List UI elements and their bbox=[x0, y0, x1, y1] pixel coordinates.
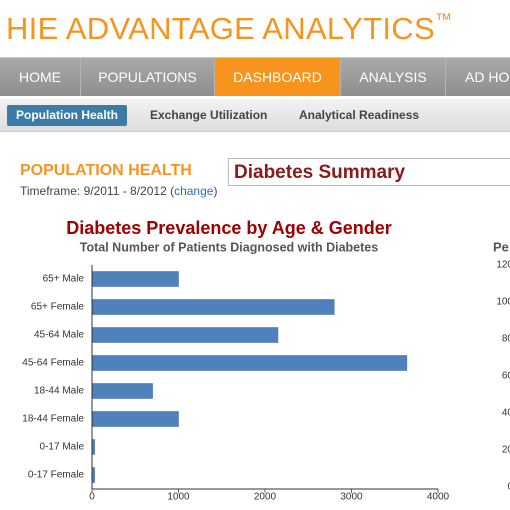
chart-title: Pe bbox=[493, 239, 509, 254]
sub-tab[interactable]: Analytical Readiness bbox=[299, 108, 420, 122]
chart-title: Diabetes Prevalence by Age & Gender bbox=[66, 218, 391, 238]
nav-item[interactable]: HOME bbox=[0, 58, 81, 96]
y-tick-label: 0-17 Female bbox=[28, 470, 85, 481]
chart-subtitle: Total Number of Patients Diagnosed with … bbox=[80, 240, 378, 254]
timeframe-text: Timeframe: 9/2011 - 8/2012 ( bbox=[20, 184, 175, 198]
section-title: POPULATION HEALTH bbox=[20, 162, 192, 179]
x-tick-label: 2000 bbox=[254, 492, 277, 503]
sub-nav: Population Health Exchange Utilization A… bbox=[0, 99, 510, 132]
sub-tab[interactable]: Population Health bbox=[7, 105, 127, 126]
nav-item[interactable]: POPULATIONS bbox=[81, 58, 215, 96]
nav-item[interactable]: DASHBOARD bbox=[215, 58, 341, 96]
nav-item[interactable]: AD HOC bbox=[465, 69, 510, 85]
bar bbox=[91, 327, 279, 343]
title-text: HIE ADVANTAGE ANALYTICS bbox=[6, 11, 435, 46]
trademark: ™ bbox=[434, 10, 453, 29]
change-link[interactable]: change bbox=[174, 184, 214, 198]
x-tick-label: 0 bbox=[89, 492, 95, 503]
bar bbox=[91, 355, 408, 371]
y-tick-label: 120 bbox=[496, 260, 510, 271]
y-tick-label: 45-64 Female bbox=[22, 358, 84, 369]
y-tick-label: 45-64 Male bbox=[34, 330, 84, 341]
y-tick-label: 0-17 Male bbox=[40, 442, 85, 453]
timeframe-text: ) bbox=[213, 184, 218, 198]
nav-item[interactable]: ANALYSIS bbox=[341, 58, 446, 96]
timeframe: Timeframe: 9/2011 - 8/2012 (change) bbox=[20, 184, 217, 198]
x-tick-label: 4000 bbox=[427, 492, 450, 503]
y-tick-label: 20 bbox=[502, 445, 510, 456]
y-tick-label: 40 bbox=[502, 408, 510, 419]
y-tick-label: 0 bbox=[507, 482, 510, 493]
y-tick-label: 60 bbox=[502, 371, 510, 382]
bar bbox=[91, 299, 335, 315]
sub-tab[interactable]: Exchange Utilization bbox=[150, 108, 268, 122]
y-tick-label: 65+ Female bbox=[31, 302, 85, 313]
nav-bar: HOME POPULATIONS DASHBOARD ANALYSIS AD H… bbox=[0, 57, 510, 96]
y-tick-label: 18-44 Female bbox=[22, 414, 84, 425]
y-tick-label: 65+ Male bbox=[43, 274, 85, 285]
y-tick-label: 80 bbox=[502, 334, 510, 345]
bar bbox=[91, 271, 179, 287]
summary-selector[interactable]: Diabetes Summary bbox=[228, 158, 510, 186]
bar bbox=[91, 411, 179, 427]
y-tick-label: 18-44 Male bbox=[34, 386, 84, 397]
x-tick-label: 1000 bbox=[167, 492, 190, 503]
app-title: HIE ADVANTAGE ANALYTICS™ bbox=[6, 10, 452, 47]
bar bbox=[91, 383, 153, 399]
x-tick-label: 3000 bbox=[340, 492, 363, 503]
y-tick-label: 100 bbox=[496, 297, 510, 308]
